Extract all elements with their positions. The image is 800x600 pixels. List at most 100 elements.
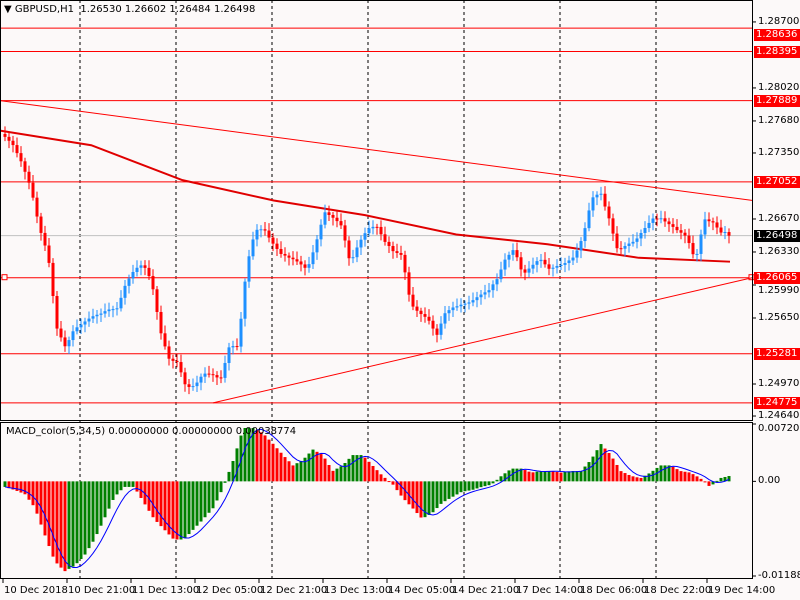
axes	[0, 0, 756, 583]
price-tick-label: 1.28020	[758, 81, 800, 93]
candle-body	[639, 233, 643, 239]
candle-body	[431, 320, 435, 329]
macd-histogram-bar	[291, 465, 295, 482]
macd-histogram-bar	[503, 473, 507, 482]
level-price-label: 1.26065	[754, 271, 800, 284]
horizontal-levels[interactable]	[0, 27, 755, 404]
macd-histogram-bar	[207, 481, 211, 513]
time-axis-label: 19 Dec 14:00	[708, 585, 776, 596]
macd-histogram-bar	[267, 439, 271, 482]
macd-histogram-bar	[7, 481, 11, 489]
macd-histogram-bar	[175, 481, 179, 540]
macd-histogram-bar	[415, 481, 419, 514]
macd-histogram-bar	[75, 481, 79, 564]
macd-histogram-bar	[375, 470, 379, 482]
candle-body	[411, 294, 415, 307]
trendlines[interactable]	[0, 100, 753, 404]
macd-histogram-bar	[183, 481, 187, 539]
macd-histogram-bar	[379, 474, 383, 482]
macd-histogram-bar	[395, 481, 399, 491]
macd-axis-label: 0.007202	[758, 423, 800, 435]
candle-body	[491, 284, 495, 291]
macd-histogram-bar	[251, 427, 255, 482]
macd-histogram-bar	[275, 448, 279, 482]
macd-histogram-bar	[343, 463, 347, 482]
macd-histogram-bar	[715, 480, 719, 482]
candle-body	[499, 269, 503, 280]
level-price-label: 1.27889	[754, 94, 800, 107]
macd-histogram-bar	[615, 464, 619, 482]
candle-body	[255, 229, 259, 240]
macd-histogram-bar	[243, 427, 247, 482]
candle-body	[299, 261, 303, 265]
macd-histogram-bar	[359, 455, 363, 482]
candle-body	[487, 290, 491, 293]
time-axis-label: 17 Dec 14:00	[516, 585, 584, 596]
macd-histogram-bar	[71, 481, 75, 567]
macd-histogram-bar	[119, 481, 123, 491]
macd-histogram-bar	[259, 432, 263, 482]
candle-body	[523, 269, 527, 273]
macd-histogram-bar	[519, 468, 523, 482]
candle-body	[539, 259, 543, 262]
macd-histogram-bar	[191, 481, 195, 530]
candle-body	[663, 218, 667, 222]
candle-body	[7, 136, 11, 141]
price-tick-label: 1.25990	[758, 284, 800, 296]
macd-histogram-bar	[643, 475, 647, 482]
macd-histogram-bar	[23, 481, 27, 495]
candle-body	[159, 311, 163, 334]
macd-histogram-bar	[239, 435, 243, 482]
macd-histogram-bar	[387, 481, 391, 483]
macd-histogram-bar	[159, 481, 163, 527]
macd-histogram-bar	[447, 481, 451, 499]
macd-histogram-bar	[551, 471, 555, 482]
macd-histogram-bar	[55, 481, 59, 564]
candle-body	[715, 222, 719, 228]
level-price-label: 1.25281	[754, 347, 800, 360]
candle-body	[127, 278, 131, 286]
candle-body	[11, 140, 15, 146]
candle-body	[483, 292, 487, 295]
triangle-down-icon[interactable]: ▼	[4, 4, 12, 15]
candle-body	[131, 272, 135, 279]
macd-histogram-bar	[579, 471, 583, 482]
macd-histogram-bar	[131, 481, 135, 487]
candle-body	[367, 228, 371, 234]
macd-histogram-bar	[299, 460, 303, 482]
candle-body	[59, 328, 63, 338]
candle-body	[3, 133, 7, 137]
macd-histogram-bar	[67, 481, 71, 569]
candle-body	[467, 302, 471, 304]
macd-histogram-bar	[247, 427, 251, 482]
macd-histogram-bar	[687, 472, 691, 482]
symbol-label: GBPUSD,H1	[14, 4, 74, 15]
candle-body	[179, 362, 183, 373]
candle-body	[407, 272, 411, 295]
high-value: 1.26602	[124, 4, 167, 15]
macd-histogram-bar	[475, 481, 479, 489]
time-axis-label: 10 Dec 21:00	[68, 585, 136, 596]
candle-body	[207, 373, 211, 375]
macd-histogram-bar	[399, 481, 403, 496]
candle-body	[619, 248, 623, 250]
macd-histogram-bar	[623, 473, 627, 482]
macd-histogram-bar	[711, 481, 715, 485]
macd-histogram-bar	[499, 476, 503, 482]
macd-histogram-bar	[575, 471, 579, 482]
price-tick-label: 1.24640	[758, 410, 800, 422]
macd-histogram-bar	[699, 478, 703, 482]
candle-body	[555, 265, 559, 268]
candle-body	[711, 221, 715, 223]
candle-body	[251, 239, 255, 257]
time-axis-label: 10 Dec 2018	[4, 585, 68, 596]
macd-histogram-bar	[495, 479, 499, 482]
macd-histogram-bar	[31, 481, 35, 506]
candle-body	[283, 253, 287, 256]
candle-body	[363, 233, 367, 240]
candle-body	[103, 311, 107, 314]
candle-body	[43, 232, 47, 246]
macd-axis-label: -0.011884	[758, 570, 800, 581]
candle-body	[267, 230, 271, 238]
